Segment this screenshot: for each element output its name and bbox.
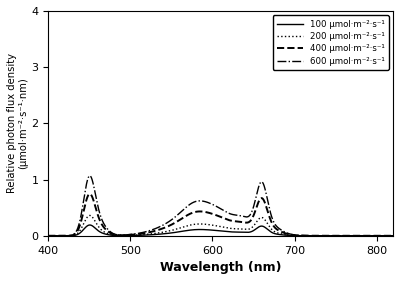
Legend: 100 μmol·m⁻²·s⁻¹, 200 μmol·m⁻²·s⁻¹, 400 μmol·m⁻²·s⁻¹, 600 μmol·m⁻²·s⁻¹: 100 μmol·m⁻²·s⁻¹, 200 μmol·m⁻²·s⁻¹, 400 …	[272, 15, 389, 70]
Y-axis label: Relative photon flux density
(μmol·m⁻²·s⁻¹·nm): Relative photon flux density (μmol·m⁻²·s…	[7, 53, 28, 193]
X-axis label: Wavelength (nm): Wavelength (nm)	[160, 261, 281, 274]
